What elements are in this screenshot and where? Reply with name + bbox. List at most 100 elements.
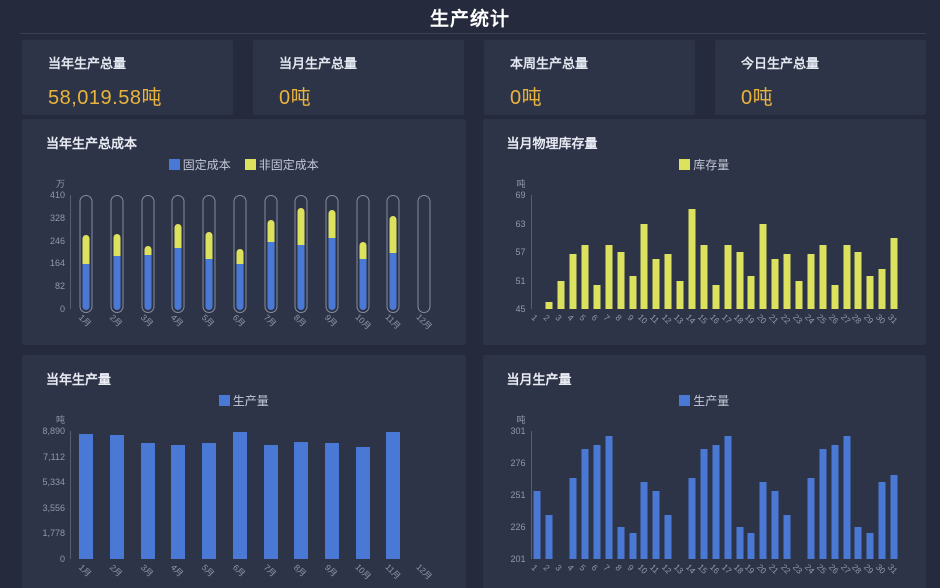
bar (878, 268, 886, 309)
capsule-outline (141, 195, 155, 313)
x-axis-tick-label: 9月 (322, 312, 340, 329)
x-axis-tick-label: 9 (624, 312, 636, 323)
y-axis-tick-label: 8,890 (42, 426, 65, 436)
nonfixed-cost-segment (82, 234, 90, 264)
bar (700, 448, 708, 559)
capsule-outline (417, 195, 431, 313)
x-axis-tick-label: 5月 (200, 312, 217, 329)
bar (355, 446, 370, 559)
y-axis-tick-label: 51 (515, 275, 526, 286)
bar (843, 436, 850, 559)
nonfixed-cost-segment (236, 249, 244, 265)
x-axis-tick-label: 9 (624, 562, 636, 573)
x-axis-tick-label: 2 (541, 562, 553, 573)
chart-legend: 库存量 (483, 156, 927, 173)
fixed-cost-segment (328, 238, 336, 310)
bar (140, 442, 155, 559)
bar (688, 478, 696, 559)
x-axis-tick-label: 2月 (107, 312, 125, 329)
fixed-cost-segment (174, 247, 182, 310)
monthly-inventory-chart: 45 51 57 63 69 吨 1 2 3 4 5 6 7 8 9 10 11 12 13 14 15 16 17 18 19… (493, 177, 913, 339)
bar (783, 515, 791, 559)
panel-title: 当年生产总成本 (46, 136, 138, 151)
charts-grid: 当年生产总成本 固定成本 非固定成本 0 82 164 246 328 410 万 1月 2月 3月… (22, 119, 926, 588)
bar (724, 436, 732, 559)
header-divider (20, 33, 926, 34)
bar (878, 482, 886, 559)
bar (557, 280, 565, 309)
stacked-bar (113, 233, 121, 310)
legend-item[interactable]: 非固定成本 (244, 156, 319, 173)
x-axis-tick-label: 6 (589, 562, 600, 573)
panel-monthly-production: 当月生产量 生产量 201 226 251 276 301 吨 1 2 3 4 5 6 7 8 9 10 11 1… (482, 355, 926, 588)
y-axis-tick-label: 301 (510, 426, 526, 436)
bar (843, 244, 850, 309)
y-axis-unit-label: 吨 (516, 179, 526, 189)
y-axis-tick-label: 69 (515, 190, 526, 200)
legend-label: 固定成本 (182, 158, 231, 172)
legend-item[interactable]: 固定成本 (168, 156, 231, 173)
bar (866, 275, 874, 309)
x-axis-tick-label: 3月 (138, 312, 156, 329)
bar (640, 482, 648, 559)
y-axis-unit-label: 吨 (516, 415, 526, 425)
monthly-production-chart: 201 226 251 276 301 吨 1 2 3 4 5 6 7 8 9 10 11 12 13 14 15 16 1… (493, 413, 913, 588)
nonfixed-cost-segment (297, 207, 305, 245)
x-axis-tick-label: 1 (529, 562, 541, 573)
bar (325, 442, 340, 559)
bar (581, 244, 589, 309)
fixed-cost-segment (205, 259, 213, 310)
bar (866, 533, 874, 559)
legend-swatch-icon (218, 395, 230, 406)
bar (652, 259, 660, 309)
annual-cost-chart: 0 82 164 246 328 410 万 1月 2月 3月 4月 5月 6月 7月 8月 9月 10月 11月… (32, 177, 452, 339)
y-axis-tick-label: 3,556 (42, 502, 65, 513)
x-axis-tick-label: 3月 (138, 562, 156, 579)
bar (831, 285, 839, 309)
x-axis-tick-label: 11月 (383, 311, 404, 332)
panel-title: 当月物理库存量 (506, 136, 598, 151)
kpi-value: 0吨 (510, 87, 543, 109)
legend-item[interactable]: 库存量 (679, 156, 729, 173)
bar (79, 434, 94, 559)
bar (232, 431, 247, 559)
x-axis-tick-label: 4月 (169, 562, 186, 579)
y-axis-tick-label: 0 (59, 304, 65, 314)
page-title: 生产统计 (429, 9, 510, 30)
legend-item[interactable]: 生产量 (679, 392, 729, 409)
bar (629, 533, 637, 559)
capsule-outline (79, 195, 93, 313)
capsule-outline (294, 195, 308, 313)
bar (736, 252, 744, 309)
bar (688, 209, 696, 309)
x-axis-tick-label: 7月 (261, 312, 278, 329)
bar (771, 491, 779, 559)
bar (807, 478, 815, 559)
x-axis-tick-label: 6月 (230, 312, 248, 329)
x-axis-tick-label: 5月 (200, 562, 217, 579)
plot-area: 0 1,778 3,556 5,334 7,112 8,890 吨 1月 2月 3月 4月 5月 6月 7… (42, 415, 440, 582)
bar (545, 301, 553, 309)
bar (640, 223, 648, 309)
y-axis-tick-label: 201 (510, 554, 526, 564)
legend-label: 生产量 (232, 394, 269, 408)
y-axis-tick-label: 7,112 (43, 451, 65, 462)
bar (617, 527, 625, 559)
bar (712, 445, 720, 559)
capsule-outline (386, 195, 400, 313)
bar (593, 445, 601, 559)
bar (617, 252, 625, 309)
legend-item[interactable]: 生产量 (218, 392, 269, 409)
bar (819, 244, 827, 309)
legend-swatch-icon (679, 395, 691, 406)
capsule-outline (202, 195, 216, 313)
kpi-card-annual-total: 当年生产总量 58,019.58吨 (22, 40, 233, 115)
bar (581, 448, 589, 559)
annual-production-chart: 0 1,778 3,556 5,334 7,112 8,890 吨 1月 2月 3月 4月 5月 6月 7… (32, 413, 452, 588)
bar (700, 244, 708, 309)
y-axis-unit-label: 吨 (55, 415, 65, 425)
kpi-label: 当年生产总量 (48, 56, 127, 71)
bar (593, 285, 601, 309)
x-axis-tick-label: 1月 (77, 312, 94, 329)
x-axis-tick-label: 4月 (169, 312, 186, 329)
